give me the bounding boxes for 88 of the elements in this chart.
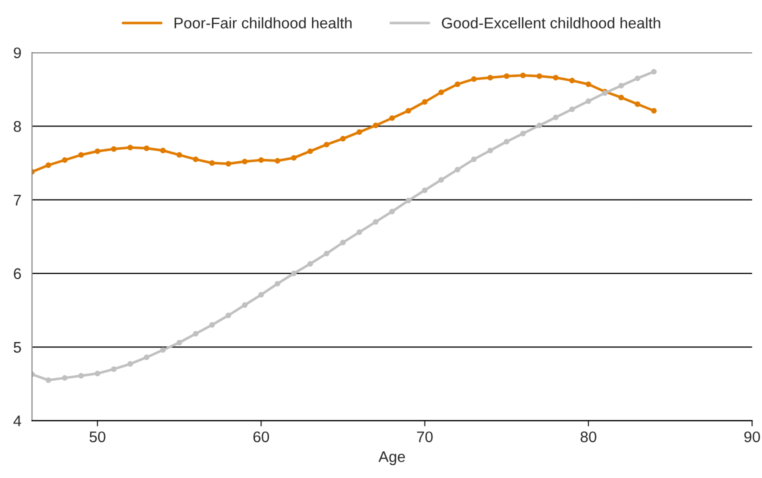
point xyxy=(520,130,526,136)
point xyxy=(634,101,640,107)
point xyxy=(552,74,558,80)
point xyxy=(504,138,510,144)
x-tick-label: 80 xyxy=(580,431,596,442)
point xyxy=(438,90,444,96)
point xyxy=(406,108,412,114)
point xyxy=(487,74,494,80)
point xyxy=(569,106,575,112)
point xyxy=(586,81,592,88)
point xyxy=(651,68,657,74)
point xyxy=(372,219,378,225)
point xyxy=(62,157,68,163)
point xyxy=(94,148,100,154)
point xyxy=(176,152,182,158)
point xyxy=(389,115,395,121)
point xyxy=(520,72,526,78)
point xyxy=(209,160,215,166)
point xyxy=(274,158,280,164)
point xyxy=(258,157,264,163)
point xyxy=(586,98,592,104)
point xyxy=(111,146,117,152)
point xyxy=(324,250,330,256)
point xyxy=(356,229,362,235)
point xyxy=(78,152,84,158)
point xyxy=(372,122,378,128)
point xyxy=(422,99,428,105)
point xyxy=(454,166,460,172)
point xyxy=(307,261,313,267)
x-tick-label: 70 xyxy=(417,431,433,442)
point xyxy=(504,73,510,79)
point xyxy=(618,82,624,88)
point xyxy=(242,302,248,308)
point xyxy=(242,158,248,164)
x-tick-label: 60 xyxy=(253,431,270,442)
point xyxy=(536,122,542,128)
point xyxy=(291,270,297,276)
point xyxy=(454,81,460,88)
point xyxy=(127,361,133,367)
point xyxy=(258,292,264,298)
point xyxy=(46,377,52,383)
point xyxy=(160,347,166,353)
point xyxy=(274,280,280,286)
legend-label: Good-Excellent childhood health xyxy=(442,17,660,28)
point xyxy=(618,94,624,100)
point xyxy=(144,145,150,152)
point xyxy=(192,156,198,162)
y-tick-label: 8 xyxy=(14,121,21,132)
point xyxy=(471,156,477,162)
point xyxy=(471,76,477,82)
point xyxy=(340,240,346,246)
y-tick-label: 7 xyxy=(14,194,21,206)
point xyxy=(389,208,395,214)
x-tick-label: 50 xyxy=(90,431,106,442)
point xyxy=(634,76,640,82)
point xyxy=(94,370,100,376)
point xyxy=(487,148,494,154)
point xyxy=(226,160,232,167)
point xyxy=(569,78,575,84)
x-axis-title: Age xyxy=(378,451,405,466)
point xyxy=(46,162,52,168)
point xyxy=(552,114,558,120)
point xyxy=(340,136,346,142)
point xyxy=(291,155,297,161)
y-tick-label: 5 xyxy=(14,342,21,353)
point xyxy=(307,148,313,154)
point xyxy=(176,340,182,346)
point xyxy=(160,148,166,154)
y-tick-label: 4 xyxy=(13,416,22,426)
point xyxy=(438,177,444,183)
point xyxy=(144,354,150,360)
point xyxy=(111,366,117,372)
point xyxy=(78,372,84,379)
point xyxy=(422,187,428,194)
y-tick-label: 6 xyxy=(14,268,21,280)
point xyxy=(192,331,198,337)
point xyxy=(209,322,215,328)
y-tick-label: 9 xyxy=(14,47,21,58)
point xyxy=(127,144,133,150)
point xyxy=(651,108,657,114)
point xyxy=(536,73,542,79)
point xyxy=(226,312,232,318)
point xyxy=(62,375,68,381)
point xyxy=(406,198,412,204)
point xyxy=(324,142,330,148)
legend-label: Poor-Fair childhood health xyxy=(174,17,352,28)
point xyxy=(356,129,362,135)
x-tick-label: 90 xyxy=(744,431,760,442)
